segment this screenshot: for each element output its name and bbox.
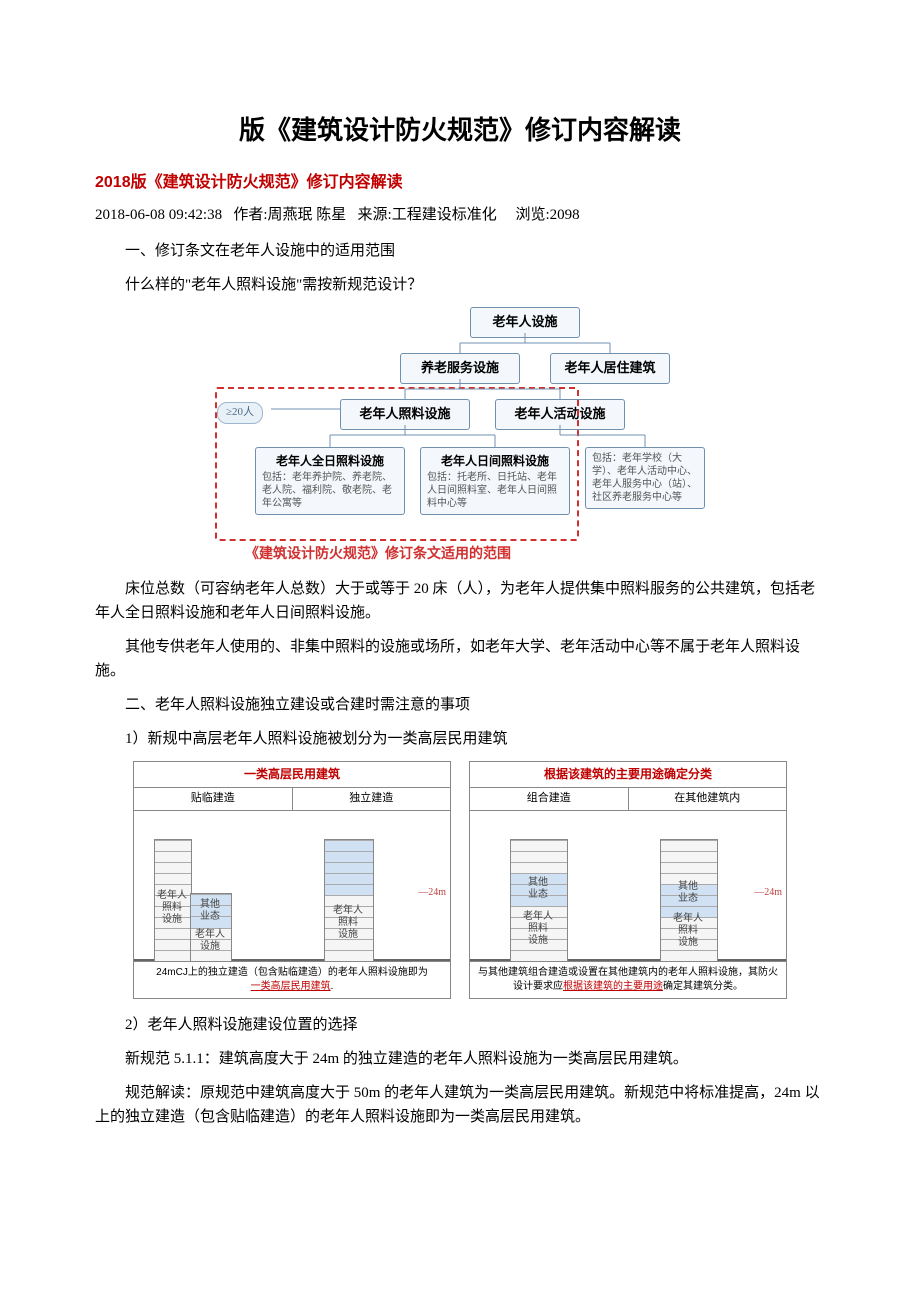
left-height-mark: —24m <box>418 885 446 901</box>
left-bldg-2 <box>324 839 374 961</box>
panel-right-body: 其他业态 老年人照料设施 其他业态 老年人照料设施 —24m <box>470 811 786 961</box>
diagram-caption: 《建筑设计防火规范》修订条文适用的范围 <box>245 542 511 564</box>
right-col2-label: 在其他建筑内 <box>629 788 787 810</box>
figure-two-panels: 一类高层民用建筑 贴临建造 独立建造 老年人照料设施 其他业态 老年人设施 老年… <box>95 761 825 999</box>
datetime: 2018-06-08 09:42:38 <box>95 207 222 223</box>
para-8: 新规范 5.1.1：建筑高度大于 24m 的独立建造的老年人照料设施为一类高层民… <box>95 1047 825 1071</box>
panel-left-header: 一类高层民用建筑 <box>134 762 450 788</box>
para-3: 床位总数（可容纳老年人总数）大于或等于 20 床（人），为老年人提供集中照料服务… <box>95 577 825 625</box>
para-7: 2）老年人照料设施建设位置的选择 <box>95 1013 825 1037</box>
left-bldg-1b-bot: 老年人设施 <box>190 929 230 953</box>
left-col2-label: 独立建造 <box>293 788 451 810</box>
meta-line: 2018-06-08 09:42:38 作者:周燕珉 陈星 来源:工程建设标准化… <box>95 203 825 227</box>
source-label: 来源: <box>358 207 392 223</box>
node-root: 老年人设施 <box>470 307 580 338</box>
left-bldg-1a-label: 老年人照料设施 <box>148 890 196 926</box>
page-title: 版《建筑设计防火规范》修订内容解读 <box>95 110 825 152</box>
panel-right-header: 根据该建筑的主要用途确定分类 <box>470 762 786 788</box>
source: 工程建设标准化 <box>392 207 497 223</box>
node-leaf-c: 包括：老年学校（大学）、老年人活动中心、老年人服务中心（站）、社区养老服务中心等 <box>585 447 705 509</box>
right-b2-bot: 老年人照料设施 <box>658 913 718 949</box>
left-bldg-1b-top: 其他业态 <box>190 899 230 923</box>
left-bldg-2-label: 老年人照料设施 <box>319 905 377 941</box>
subtitle: 2018版《建筑设计防火规范》修订内容解读 <box>95 170 825 196</box>
panel-left-body: 老年人照料设施 其他业态 老年人设施 老年人照料设施 —24m <box>134 811 450 961</box>
author-label: 作者: <box>233 207 267 223</box>
views: 2098 <box>550 207 580 223</box>
right-b2-mid: 其他业态 <box>658 881 718 905</box>
right-b1-mid: 其他业态 <box>508 877 568 901</box>
right-b1-bot: 老年人照料设施 <box>508 911 568 947</box>
views-label: 浏览: <box>515 207 549 223</box>
panel-left-footer: 24mCJ上的独立建造（包含贴临建造）的老年人照料设施即为 一类高层民用建筑. <box>134 961 450 998</box>
para-9: 规范解读：原规范中建筑高度大于 50m 的老年人建筑为一类高层民用建筑。新规范中… <box>95 1081 825 1129</box>
node-l1b: 老年人居住建筑 <box>550 353 670 384</box>
diagram-flowchart: 老年人设施 养老服务设施 老年人居住建筑 老年人照料设施 老年人活动设施 老年人… <box>215 307 705 567</box>
left-col1-label: 贴临建造 <box>134 788 293 810</box>
para-section-1: 一、修订条文在老年人设施中的适用范围 <box>95 239 825 263</box>
author: 周燕珉 陈星 <box>268 207 347 223</box>
right-col1-label: 组合建造 <box>470 788 629 810</box>
right-height-mark: —24m <box>754 885 782 901</box>
para-section-2: 二、老年人照料设施独立建设或合建时需注意的事项 <box>95 693 825 717</box>
leaf-c-desc: 包括：老年学校（大学）、老年人活动中心、老年人服务中心（站）、社区养老服务中心等 <box>592 452 698 504</box>
node-l1a: 养老服务设施 <box>400 353 520 384</box>
panel-left: 一类高层民用建筑 贴临建造 独立建造 老年人照料设施 其他业态 老年人设施 老年… <box>133 761 451 999</box>
para-question: 什么样的"老年人照料设施"需按新规范设计？ <box>95 273 825 297</box>
panel-right: 根据该建筑的主要用途确定分类 组合建造 在其他建筑内 其他业态 老年人照料设施 … <box>469 761 787 999</box>
panel-right-footer: 与其他建筑组合建造或设置在其他建筑内的老年人照料设施，其防火设计要求应根据该建筑… <box>470 961 786 998</box>
scope-dashed-box <box>215 387 579 541</box>
para-4: 其他专供老年人使用的、非集中照料的设施或场所，如老年大学、老年活动中心等不属于老… <box>95 635 825 683</box>
para-6: 1）新规中高层老年人照料设施被划分为一类高层民用建筑 <box>95 727 825 751</box>
